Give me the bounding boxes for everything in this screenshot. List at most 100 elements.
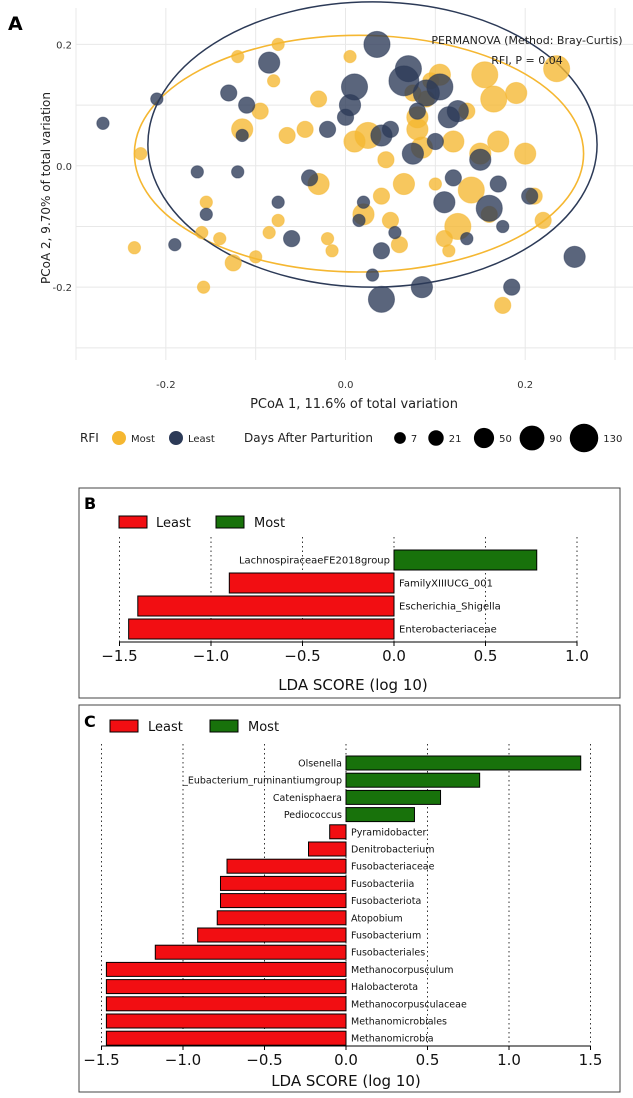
point-least xyxy=(340,73,369,101)
lda-bar-label: Methanocorpusculaceae xyxy=(351,999,467,1010)
point-least xyxy=(444,169,462,187)
point-most xyxy=(505,81,528,105)
point-most xyxy=(534,211,552,230)
panel-c: C Least Most Olsenella _Eubacterium_rumin… xyxy=(78,704,621,1093)
panel-b-legend-most-swatch xyxy=(215,515,245,529)
point-least xyxy=(220,84,238,102)
lda-bar-label: _Eubacterium_ruminantiumgroup xyxy=(182,776,342,787)
panel-a-xtick: 0.0 xyxy=(338,380,354,391)
lda-bar-label: Methanomicrobiales xyxy=(351,1017,447,1028)
point-most xyxy=(325,244,339,258)
panel-b-bars: LachnospiraceaeFE2018group FamilyXIIIUCG_… xyxy=(128,549,538,640)
lda-bar-least xyxy=(228,572,395,594)
point-least xyxy=(199,207,213,222)
panel-a-ytick: -0.2 xyxy=(52,283,72,294)
lda-bar-least xyxy=(137,595,395,617)
point-least xyxy=(426,73,454,101)
point-most xyxy=(231,49,245,64)
point-most xyxy=(372,187,391,205)
point-most xyxy=(266,74,281,88)
point-most xyxy=(442,130,465,153)
point-most xyxy=(428,177,443,191)
ellipse-least xyxy=(147,1,598,288)
point-least xyxy=(503,278,521,296)
point-least xyxy=(460,231,474,246)
point-least xyxy=(388,225,402,240)
point-most xyxy=(480,85,508,113)
point-most xyxy=(271,37,285,52)
point-most xyxy=(134,146,148,161)
lda-bar-label: Escherichia_Shigella xyxy=(399,602,501,613)
panel-a-ticks: -0.2 0.0 0.2 -0.2 0.0 0.2 xyxy=(52,40,533,391)
panel-a-legend: RFI Most Least Days After Parturition 7 2… xyxy=(80,423,622,453)
lda-bar-label: Fusobacteriales xyxy=(351,948,425,959)
legend-least-marker xyxy=(169,431,183,445)
legend-size-marker xyxy=(569,423,599,453)
point-most xyxy=(249,250,263,264)
lda-bar-least xyxy=(128,618,395,640)
panel-a-ytick: 0.0 xyxy=(56,162,72,173)
lda-bar-least xyxy=(226,858,347,874)
point-most xyxy=(457,176,485,204)
lda-bar-label: Pediococcus xyxy=(284,810,342,821)
panel-b-tick-label: 0.0 xyxy=(382,647,406,665)
panel-a-xtick: 0.2 xyxy=(517,380,533,391)
point-least xyxy=(489,175,507,193)
panel-a-ytick: 0.2 xyxy=(56,40,72,51)
panel-b-tick-label: −0.5 xyxy=(284,647,320,665)
legend-size-marker xyxy=(394,432,406,444)
point-least xyxy=(401,142,425,165)
panel-c-legend-most-label: Most xyxy=(248,720,279,735)
point-most xyxy=(471,61,499,89)
lda-bar-label: LachnospiraceaeFE2018group xyxy=(239,556,390,567)
point-least xyxy=(150,92,164,106)
legend-most-label: Most xyxy=(131,434,155,445)
panel-b-legend-most-label: Most xyxy=(254,516,285,531)
lda-bar-most xyxy=(393,549,538,571)
lda-bar-label: Fusobacteriaceae xyxy=(351,862,435,873)
point-most xyxy=(320,231,335,246)
point-least xyxy=(496,219,510,234)
panel-b-xlabel: LDA SCORE (log 10) xyxy=(278,676,428,694)
point-most xyxy=(343,49,357,64)
panel-b: B Least Most LachnospiraceaeFE2018group F… xyxy=(78,487,621,699)
point-least xyxy=(433,191,456,214)
point-most xyxy=(442,244,456,258)
legend-size-markers: 7 21 50 90 130 xyxy=(394,423,622,453)
legend-size-label: 7 xyxy=(411,434,417,445)
point-least xyxy=(235,128,249,143)
legend-size-marker xyxy=(519,425,545,451)
point-least xyxy=(231,165,245,179)
point-least xyxy=(475,194,503,222)
panel-c-legend-least-swatch xyxy=(109,719,139,733)
lda-bar-label: Atopobium xyxy=(351,913,403,924)
lda-bar-label: Pyramidobacter xyxy=(351,827,426,838)
panel-c-bars: Olsenella _Eubacterium_ruminantiumgroup Ca… xyxy=(105,755,582,1046)
point-most xyxy=(296,120,314,139)
point-most xyxy=(213,231,227,246)
panel-c-label: C xyxy=(84,712,96,731)
panel-c-tick-label: −0.5 xyxy=(246,1051,282,1069)
point-least xyxy=(300,169,319,187)
point-most xyxy=(195,225,209,240)
legend-size-title: Days After Parturition xyxy=(244,431,373,445)
point-least xyxy=(372,242,391,260)
panel-c-tick-label: 1.5 xyxy=(579,1051,603,1069)
lda-bar-least xyxy=(329,824,347,840)
point-most xyxy=(278,126,296,145)
lda-bar-label: Enterobacteriaceae xyxy=(399,625,497,636)
point-most xyxy=(377,151,395,169)
panel-a-xtick: -0.2 xyxy=(156,380,176,391)
point-least xyxy=(381,120,400,139)
lda-bar-least xyxy=(105,1013,347,1029)
panel-c-axis: −1.5 −1.0 −0.5 0.0 0.5 1.0 1.5 xyxy=(83,1045,603,1069)
point-least xyxy=(521,187,539,205)
lda-bar-label: Methanocorpusculum xyxy=(351,965,454,976)
panel-b-tick-label: −1.5 xyxy=(101,647,137,665)
point-least xyxy=(271,195,285,209)
point-most xyxy=(543,55,571,83)
lda-bar-least xyxy=(105,961,347,977)
point-most xyxy=(262,225,276,240)
point-least xyxy=(367,285,396,313)
point-most xyxy=(392,172,416,196)
